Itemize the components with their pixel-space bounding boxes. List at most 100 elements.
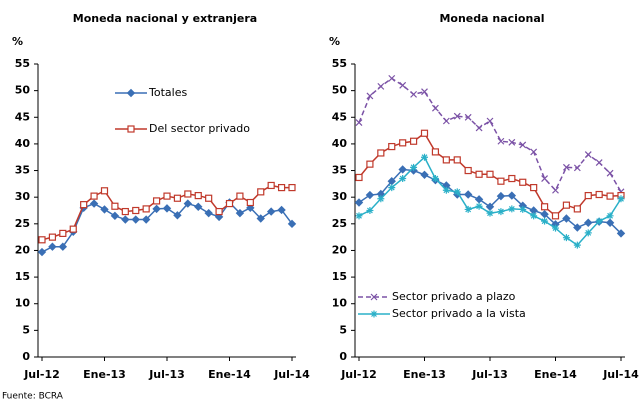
series-line <box>358 156 622 247</box>
x-tick-label: Jul-12 <box>23 368 60 381</box>
y-tick-label: 5 <box>22 323 30 336</box>
data-point <box>236 192 244 200</box>
data-point <box>540 203 549 211</box>
data-point <box>530 148 538 156</box>
data-point <box>173 194 182 202</box>
data-point <box>420 170 429 180</box>
y-tick-label: 45 <box>15 110 30 123</box>
legend-marker <box>126 88 136 98</box>
data-point <box>530 183 538 192</box>
data-point <box>80 201 88 209</box>
legend-label: Sector privado a plazo <box>392 290 516 303</box>
y-tick-label: 20 <box>332 243 348 256</box>
data-point <box>584 229 592 237</box>
data-point <box>246 203 255 213</box>
data-point <box>110 211 120 221</box>
y-tick-label: 25 <box>332 217 347 230</box>
data-point <box>48 233 57 241</box>
data-point <box>366 207 374 214</box>
data-point <box>431 148 440 156</box>
data-point <box>377 195 385 203</box>
x-tick-label: Ene-14 <box>534 368 577 381</box>
data-point <box>37 247 47 257</box>
x-tick-label: Ene-13 <box>83 368 126 381</box>
y-tick-label: 30 <box>332 190 348 203</box>
data-point <box>410 163 418 171</box>
data-point <box>552 186 559 194</box>
data-point <box>225 199 234 208</box>
data-point <box>463 190 473 199</box>
x-tick-label: Jul-14 <box>602 368 639 381</box>
data-point <box>399 139 407 147</box>
y-tick-label: 35 <box>15 164 30 177</box>
data-point <box>508 205 516 213</box>
data-point <box>519 141 527 149</box>
data-point <box>173 211 182 220</box>
data-point <box>562 234 570 242</box>
data-point <box>573 164 581 172</box>
data-point <box>584 218 593 227</box>
data-point <box>496 191 506 201</box>
y-tick-label: 15 <box>332 270 347 283</box>
data-point <box>184 190 192 198</box>
data-point <box>431 104 439 112</box>
data-point <box>194 202 203 211</box>
data-point <box>442 186 450 194</box>
y-tick-label: 40 <box>332 137 348 150</box>
data-point <box>89 199 99 208</box>
data-point <box>388 184 396 192</box>
y-tick-label: 55 <box>15 57 30 70</box>
y-tick-label: 20 <box>15 243 31 256</box>
data-point <box>486 117 494 125</box>
data-point <box>377 82 385 90</box>
y-tick-label: 5 <box>339 323 347 336</box>
data-point <box>508 138 516 146</box>
data-point <box>194 191 202 200</box>
data-point <box>59 229 67 238</box>
y-tick-label: 10 <box>332 297 348 310</box>
data-point <box>204 208 213 218</box>
data-point <box>519 178 527 186</box>
data-point <box>552 224 559 232</box>
data-point <box>121 207 129 216</box>
data-point <box>162 204 172 213</box>
y-tick-label: 15 <box>15 270 30 283</box>
x-tick-label: Jul-13 <box>148 368 185 381</box>
data-point <box>366 92 374 100</box>
data-point <box>132 206 140 215</box>
data-point <box>584 191 592 200</box>
y-tick-label: 45 <box>332 110 347 123</box>
legend-label: Totales <box>148 86 187 99</box>
data-point <box>606 169 614 177</box>
data-point <box>399 175 407 183</box>
data-point <box>519 205 527 213</box>
data-point <box>365 190 375 200</box>
series-line <box>358 168 622 234</box>
data-point <box>595 217 603 225</box>
y-tick-label: 40 <box>15 137 31 150</box>
data-point <box>246 198 254 207</box>
data-point <box>573 205 581 213</box>
data-point <box>541 217 549 225</box>
data-point <box>377 149 385 157</box>
data-point <box>464 205 472 213</box>
data-point <box>409 137 418 145</box>
data-point <box>530 212 538 220</box>
data-point <box>152 197 161 205</box>
data-point <box>277 205 286 215</box>
data-point <box>388 142 396 151</box>
data-point <box>616 229 626 238</box>
data-point <box>562 214 571 223</box>
data-point <box>111 202 119 210</box>
data-point <box>486 209 494 217</box>
data-point <box>541 175 549 182</box>
data-point <box>497 208 505 216</box>
data-point <box>464 166 472 175</box>
data-point <box>453 156 461 164</box>
data-point <box>355 212 363 220</box>
data-point <box>256 214 265 223</box>
data-point <box>497 137 505 145</box>
data-point <box>595 190 603 199</box>
y-tick-label: 30 <box>15 190 31 203</box>
